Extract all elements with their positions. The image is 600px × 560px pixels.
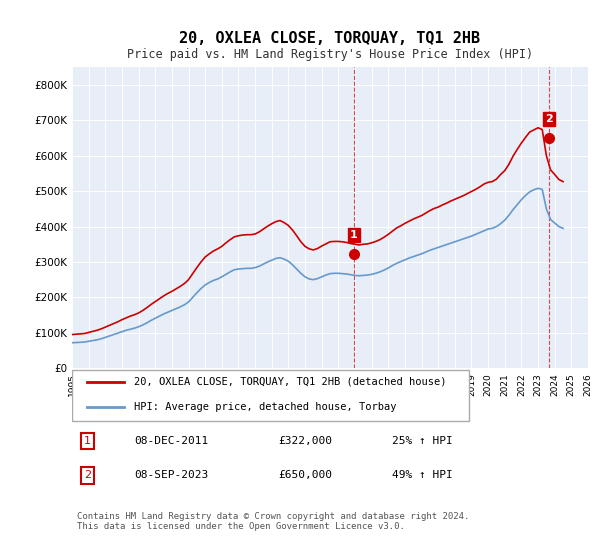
Text: 20, OXLEA CLOSE, TORQUAY, TQ1 2HB: 20, OXLEA CLOSE, TORQUAY, TQ1 2HB xyxy=(179,31,481,46)
Text: 25% ↑ HPI: 25% ↑ HPI xyxy=(392,436,452,446)
Text: 2: 2 xyxy=(84,470,91,480)
Text: Contains HM Land Registry data © Crown copyright and database right 2024.
This d: Contains HM Land Registry data © Crown c… xyxy=(77,512,470,531)
Text: £650,000: £650,000 xyxy=(278,470,332,480)
FancyBboxPatch shape xyxy=(72,370,469,421)
Text: 20, OXLEA CLOSE, TORQUAY, TQ1 2HB (detached house): 20, OXLEA CLOSE, TORQUAY, TQ1 2HB (detac… xyxy=(134,377,446,387)
Text: HPI: Average price, detached house, Torbay: HPI: Average price, detached house, Torb… xyxy=(134,402,397,412)
Text: 1: 1 xyxy=(350,230,358,240)
Text: 49% ↑ HPI: 49% ↑ HPI xyxy=(392,470,452,480)
Text: 08-DEC-2011: 08-DEC-2011 xyxy=(134,436,208,446)
Text: 1: 1 xyxy=(84,436,91,446)
Text: £322,000: £322,000 xyxy=(278,436,332,446)
Text: 08-SEP-2023: 08-SEP-2023 xyxy=(134,470,208,480)
Text: Price paid vs. HM Land Registry's House Price Index (HPI): Price paid vs. HM Land Registry's House … xyxy=(127,48,533,60)
Text: 2: 2 xyxy=(545,114,553,124)
